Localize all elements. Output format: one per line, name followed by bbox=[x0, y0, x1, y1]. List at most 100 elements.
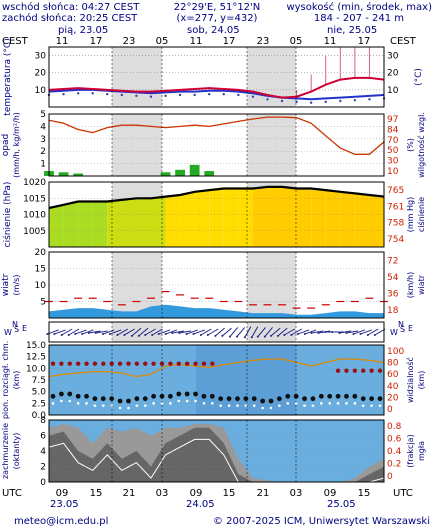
tick-label: 5.0 bbox=[32, 388, 47, 398]
cloud-top-dot bbox=[75, 361, 81, 366]
bottom-day-2: 24.05 bbox=[186, 499, 215, 510]
cloud-extent-label: pion. rozciągł. chm. bbox=[1, 341, 10, 419]
cloud-base-dot bbox=[201, 393, 207, 399]
dewpoint-dot bbox=[368, 98, 371, 101]
tick-label: 6 bbox=[40, 432, 46, 442]
wind-arrow bbox=[284, 328, 295, 336]
precip-bar bbox=[204, 171, 215, 176]
wind-arrow-head bbox=[373, 334, 376, 336]
wind-arrow-head bbox=[81, 333, 84, 336]
wind-arrow bbox=[207, 328, 219, 336]
tick-label: 1020 bbox=[23, 178, 46, 188]
tick-label: 1 bbox=[40, 160, 46, 170]
cloud-low-dot bbox=[110, 404, 113, 407]
fog-unit: (frakcja) bbox=[406, 434, 415, 467]
pressure-line bbox=[48, 185, 385, 210]
wind-arrow bbox=[138, 327, 149, 337]
top-hour-label: 11 bbox=[56, 36, 69, 47]
compass-letter-left: E bbox=[22, 324, 27, 333]
precip-bar bbox=[58, 172, 69, 176]
night-band bbox=[112, 47, 162, 107]
wind-arrow bbox=[229, 327, 239, 337]
cloud-low-dot bbox=[311, 404, 315, 407]
wind-arrow-head bbox=[324, 331, 327, 333]
cloud-low-dot bbox=[361, 404, 365, 407]
right-tick-label: 20 bbox=[387, 394, 399, 404]
tick-label: 2 bbox=[40, 463, 46, 473]
wind-arrow bbox=[61, 328, 73, 336]
wind-arrow bbox=[297, 329, 310, 335]
right-tick-label: 50 bbox=[387, 146, 399, 156]
bottom-hour-label: 09 bbox=[324, 488, 337, 499]
temperature-line bbox=[48, 76, 385, 99]
right-tick-label: 761 bbox=[387, 202, 404, 212]
wind-arrow-head bbox=[151, 334, 154, 336]
pressure-fill bbox=[311, 188, 326, 247]
pressure-label: ciśnienie (hPa) bbox=[2, 182, 13, 248]
cloud-low-dot bbox=[68, 399, 72, 403]
cloud-top-dot bbox=[143, 361, 148, 366]
wind-arrow-head bbox=[87, 332, 90, 335]
wind-arrow bbox=[367, 328, 379, 336]
cloud-low-dot bbox=[93, 404, 97, 407]
wind-arrow bbox=[264, 327, 273, 337]
wind-arrow-head bbox=[256, 335, 259, 338]
tick-label: 5 bbox=[40, 298, 46, 308]
cloud-low-dot bbox=[320, 402, 323, 405]
wind-arrow bbox=[339, 330, 352, 334]
top-hour-label: 17 bbox=[90, 36, 103, 47]
footer-copyright: © 2007-2025 ICM, Uniwersytet Warszawski bbox=[213, 516, 430, 527]
tick-label: 5 bbox=[40, 110, 46, 120]
cloud-base-dot bbox=[50, 393, 56, 399]
cloud-top-dot bbox=[201, 361, 207, 366]
compass-letter-right: S bbox=[400, 325, 405, 334]
wind-arrow-head bbox=[171, 332, 174, 335]
wind-arrow bbox=[215, 327, 225, 337]
dewpoint-dot bbox=[353, 98, 357, 102]
wind-arrow-head bbox=[270, 334, 273, 337]
cloud-top-dot bbox=[210, 361, 215, 366]
pressure-fill bbox=[107, 199, 122, 247]
cloud-low-dot bbox=[336, 402, 340, 405]
tick-label: 15.0 bbox=[26, 341, 46, 351]
night-band bbox=[247, 322, 296, 342]
wind-arrow-head bbox=[60, 334, 63, 336]
cloud-base-dot bbox=[369, 396, 375, 402]
cloud-top-dot bbox=[117, 361, 123, 366]
pressure-mmhg-unit: (mm Hg) bbox=[406, 197, 415, 232]
tick-label: 15 bbox=[35, 265, 46, 275]
right-tick-label: 30 bbox=[387, 157, 399, 167]
cloud-base-dot bbox=[184, 391, 190, 397]
panel-border bbox=[48, 46, 385, 108]
cloud-base-dot bbox=[167, 393, 173, 399]
cloud-extent-unit: (km) bbox=[12, 371, 21, 390]
compass-letter-right: E bbox=[408, 324, 413, 333]
elevation-label: wysokość (min, środek, max) bbox=[286, 1, 432, 13]
temperature-panel: 10 20 30 10 20 30 temperatura (°C) (°C) bbox=[3, 38, 424, 115]
precip-label-1: opad bbox=[1, 134, 11, 156]
wind-arrow bbox=[304, 329, 317, 335]
pressure-fill bbox=[209, 188, 224, 247]
bottom-day-3: 25.05 bbox=[327, 499, 356, 510]
wind-arrow bbox=[270, 327, 281, 337]
cloud-top-dot bbox=[176, 361, 181, 366]
wind-arrow-head bbox=[303, 333, 306, 336]
pressure-fill bbox=[165, 195, 181, 247]
wind-arrow bbox=[144, 328, 156, 336]
wind-arrow-head bbox=[338, 332, 341, 335]
panel-bg bbox=[49, 252, 384, 318]
right-tick-label: 36 bbox=[387, 289, 399, 299]
wind-arrow bbox=[360, 329, 372, 335]
bottom-hour-label: 15 bbox=[90, 488, 103, 499]
wind-arrow-head bbox=[250, 336, 253, 339]
wind-arrow-head bbox=[137, 334, 140, 337]
footer-email[interactable]: meteo@icm.edu.pl bbox=[14, 516, 108, 527]
top-hour-label: 17 bbox=[223, 36, 236, 47]
cloud-low-dot bbox=[177, 399, 181, 403]
cloud-base-dot bbox=[260, 398, 266, 404]
wind-direction-panel: W WS SN NE E bbox=[4, 320, 413, 343]
cloud-low-dot bbox=[244, 404, 248, 407]
wind-arrow bbox=[353, 329, 365, 335]
wind-arrow bbox=[151, 328, 163, 336]
night-band bbox=[112, 114, 162, 176]
